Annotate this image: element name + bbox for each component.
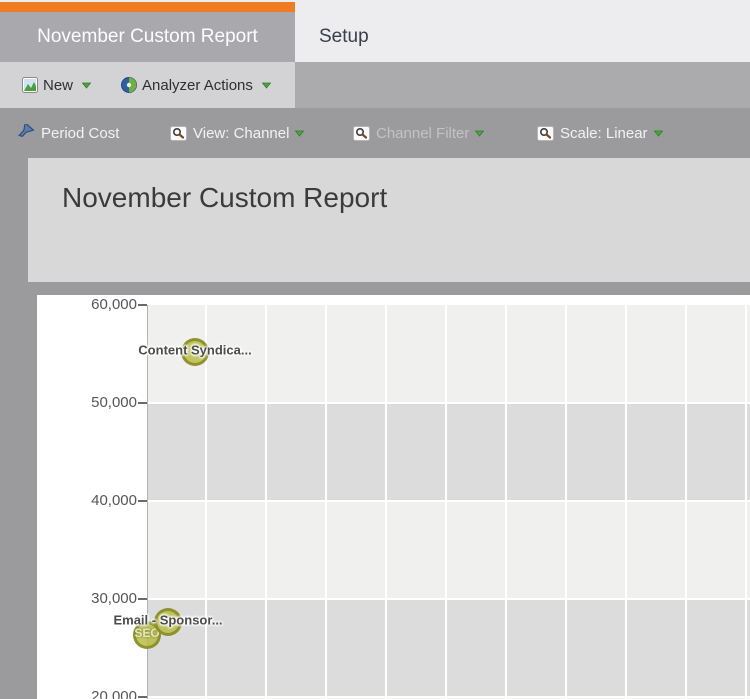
y-tick-label: 40,000 [91,492,137,509]
plot-band [148,403,750,501]
chart-options-toolbar: Period Cost View: Channel Channel Filter [0,108,750,158]
funnel-icon [15,124,35,142]
y-tick-mark [138,402,147,404]
channel-filter-button[interactable]: Channel Filter [353,108,485,158]
tab-label: Setup [319,26,369,47]
channel-filter-label: Channel Filter [376,124,470,142]
magnifier-icon [170,125,187,141]
magnifier-icon [353,125,370,141]
green-caret-down-icon [295,130,305,137]
y-tick-label: 50,000 [91,394,137,411]
vertical-gridline [505,305,507,699]
tab-label: November Custom Report [37,26,258,47]
analyzer-actions-label: Analyzer Actions [142,76,253,94]
period-cost-button[interactable]: Period Cost [15,108,119,158]
vertical-gridline [625,305,627,699]
report-image-icon [22,77,38,93]
vertical-gridline [685,305,687,699]
analyzer-actions-button[interactable]: Analyzer Actions [121,77,271,94]
magnifier-icon [537,125,554,141]
report-title-panel: November Custom Report [28,158,750,282]
new-button-label: New [43,76,74,94]
new-button[interactable]: New [22,76,92,94]
vertical-gridline [745,305,747,699]
bubble-label: Content Syndica... [138,342,252,358]
vertical-gridline [565,305,567,699]
y-tick-label: 20,000 [91,688,137,699]
tab-bar: November Custom Report Setup [0,0,750,62]
y-tick-mark [138,500,147,502]
y-tick-mark [138,304,147,306]
bubble-content-syndica[interactable] [181,338,209,367]
horizontal-gridline [148,500,750,502]
period-cost-label: Period Cost [41,124,120,142]
tab-november-custom-report[interactable]: November Custom Report [0,12,295,62]
vertical-gridline [385,305,387,699]
bubble-label: SEO [134,626,160,641]
view-channel-button[interactable]: View: Channel [170,108,305,158]
green-caret-down-icon [475,130,485,137]
plot-band [148,305,750,403]
scale-linear-label: Scale: Linear [560,124,648,142]
vertical-gridline [265,305,267,699]
y-tick-label: 60,000 [91,296,137,313]
report-title: November Custom Report [62,182,388,213]
main-toolbar-panel: New Analyzer Actions [0,62,295,108]
plot-band [148,501,750,599]
pie-globe-icon [121,77,138,93]
active-tab-accent-bar [0,2,295,12]
bubble-label: Email - Sponsor... [113,612,223,628]
bubble-chart: New Names 60,00050,00040,00030,00020,000… [37,295,750,699]
horizontal-gridline [148,402,750,404]
scale-linear-button[interactable]: Scale: Linear [537,108,663,158]
y-tick-mark [138,598,147,600]
green-caret-down-icon [653,130,663,137]
green-caret-down-icon [261,82,271,89]
horizontal-gridline [148,696,750,698]
main-toolbar: New Analyzer Actions [0,62,750,108]
horizontal-gridline [148,598,750,600]
vertical-gridline [205,305,207,699]
bubble-email-sponsor[interactable] [154,607,182,636]
plot-band [148,599,750,697]
view-channel-label: View: Channel [193,124,290,142]
y-tick-label: 30,000 [91,590,137,607]
vertical-gridline [325,305,327,699]
y-tick-mark [138,696,147,698]
plot-band [148,697,750,699]
tab-setup[interactable]: Setup [295,12,393,62]
vertical-gridline [445,305,447,699]
y-axis-line [147,305,148,699]
green-caret-down-icon [82,82,92,89]
